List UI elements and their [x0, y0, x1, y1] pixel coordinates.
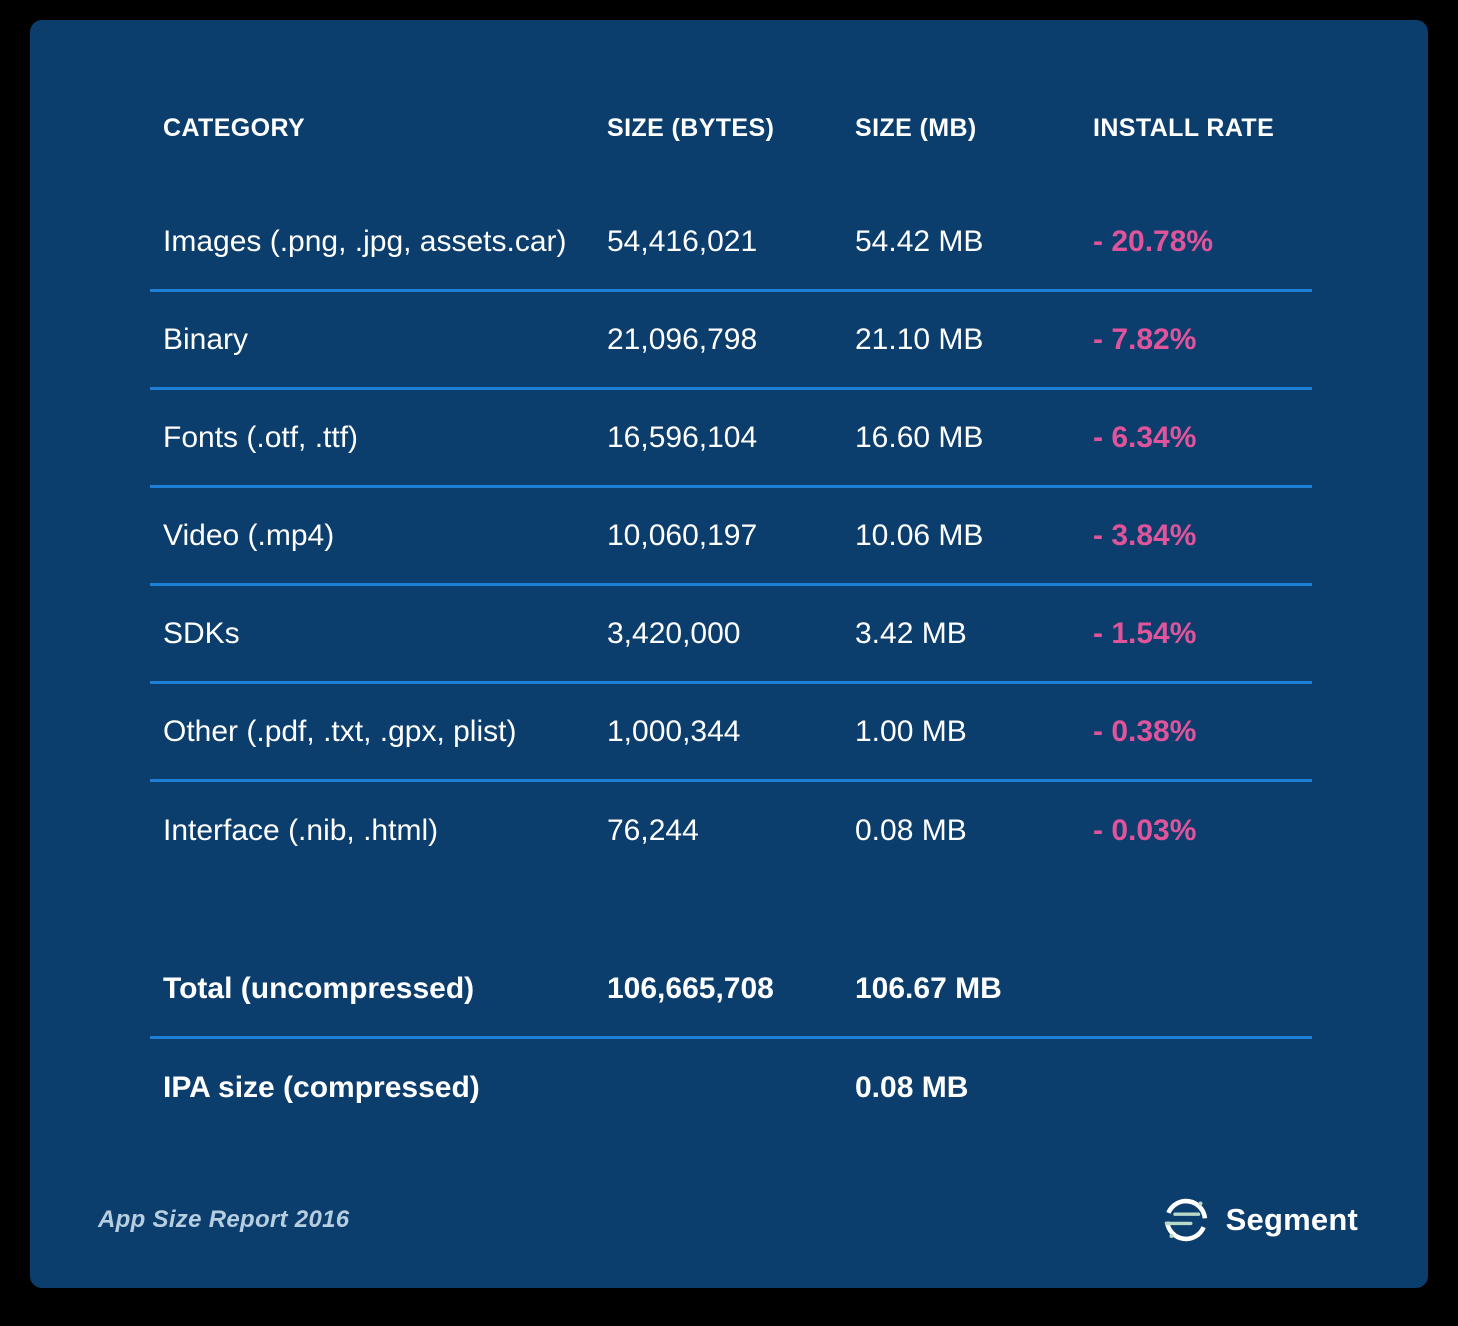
- table-header-row: CATEGORY SIZE (BYTES) SIZE (MB) INSTALL …: [150, 110, 1312, 146]
- category-cell: SDKs: [163, 616, 240, 650]
- table-row: Fonts (.otf, .ttf) 16,596,104 16.60 MB -…: [150, 390, 1312, 488]
- size-bytes-cell: 1,000,344: [607, 714, 741, 748]
- size-mb-cell: 3.42 MB: [855, 616, 967, 650]
- size-mb-cell: 10.06 MB: [855, 518, 984, 552]
- ipa-label: IPA size (compressed): [163, 1071, 480, 1104]
- install-rate-cell: - 0.03%: [1093, 814, 1197, 847]
- table-row: Images (.png, .jpg, assets.car) 54,416,0…: [150, 194, 1312, 292]
- size-bytes-cell: 21,096,798: [607, 322, 758, 356]
- table-row: Binary 21,096,798 21.10 MB - 7.82%: [150, 292, 1312, 390]
- size-bytes-cell: 16,596,104: [607, 420, 758, 454]
- size-mb-cell: 0.08 MB: [855, 814, 967, 847]
- size-mb-cell: 16.60 MB: [855, 420, 984, 454]
- category-cell: Other (.pdf, .txt, .gpx, plist): [163, 714, 517, 748]
- table-row: SDKs 3,420,000 3.42 MB - 1.54%: [150, 586, 1312, 684]
- ipa-size-row: IPA size (compressed) 0.08 MB: [150, 1039, 1312, 1137]
- size-bytes-cell: 3,420,000: [607, 616, 741, 650]
- segment-logo-icon: [1164, 1198, 1207, 1242]
- table-totals: Total (uncompressed) 106,665,708 106.67 …: [150, 941, 1312, 1137]
- install-rate-cell: - 3.84%: [1093, 518, 1197, 552]
- total-label: Total (uncompressed): [163, 971, 475, 1005]
- total-uncompressed-row: Total (uncompressed) 106,665,708 106.67 …: [150, 941, 1312, 1039]
- table-body: Images (.png, .jpg, assets.car) 54,416,0…: [150, 194, 1312, 880]
- size-bytes-cell: 54,416,021: [607, 224, 758, 258]
- header-size-mb: SIZE (MB): [855, 113, 977, 142]
- app-size-table: CATEGORY SIZE (BYTES) SIZE (MB) INSTALL …: [150, 20, 1312, 1137]
- table-row: Interface (.nib, .html) 76,244 0.08 MB -…: [150, 782, 1312, 880]
- total-mb: 106.67 MB: [855, 971, 1002, 1005]
- size-bytes-cell: 76,244: [607, 814, 699, 847]
- install-rate-cell: - 1.54%: [1093, 616, 1197, 650]
- report-caption: App Size Report 2016: [98, 1206, 350, 1233]
- category-cell: Fonts (.otf, .ttf): [163, 420, 359, 454]
- table-row: Other (.pdf, .txt, .gpx, plist) 1,000,34…: [150, 684, 1312, 782]
- category-cell: Video (.mp4): [163, 518, 335, 552]
- card-footer: App Size Report 2016 Segment: [98, 1196, 1358, 1244]
- category-cell: Interface (.nib, .html): [163, 814, 439, 847]
- ipa-mb: 0.08 MB: [855, 1071, 969, 1104]
- size-mb-cell: 54.42 MB: [855, 224, 984, 258]
- header-category: CATEGORY: [163, 113, 306, 142]
- size-mb-cell: 1.00 MB: [855, 714, 967, 748]
- install-rate-cell: - 20.78%: [1093, 224, 1214, 258]
- table-row: Video (.mp4) 10,060,197 10.06 MB - 3.84%: [150, 488, 1312, 586]
- total-bytes: 106,665,708: [607, 971, 774, 1005]
- install-rate-cell: - 7.82%: [1093, 322, 1197, 356]
- segment-brand: Segment: [1162, 1196, 1358, 1244]
- header-size-bytes: SIZE (BYTES): [607, 113, 775, 142]
- size-mb-cell: 21.10 MB: [855, 322, 984, 356]
- report-card: CATEGORY SIZE (BYTES) SIZE (MB) INSTALL …: [30, 20, 1428, 1288]
- header-install-rate: INSTALL RATE: [1093, 113, 1275, 142]
- category-cell: Binary: [163, 322, 249, 356]
- segment-wordmark: Segment: [1225, 1202, 1358, 1237]
- category-cell: Images (.png, .jpg, assets.car): [163, 224, 567, 258]
- size-bytes-cell: 10,060,197: [607, 518, 758, 552]
- install-rate-cell: - 6.34%: [1093, 420, 1197, 454]
- install-rate-cell: - 0.38%: [1093, 714, 1197, 748]
